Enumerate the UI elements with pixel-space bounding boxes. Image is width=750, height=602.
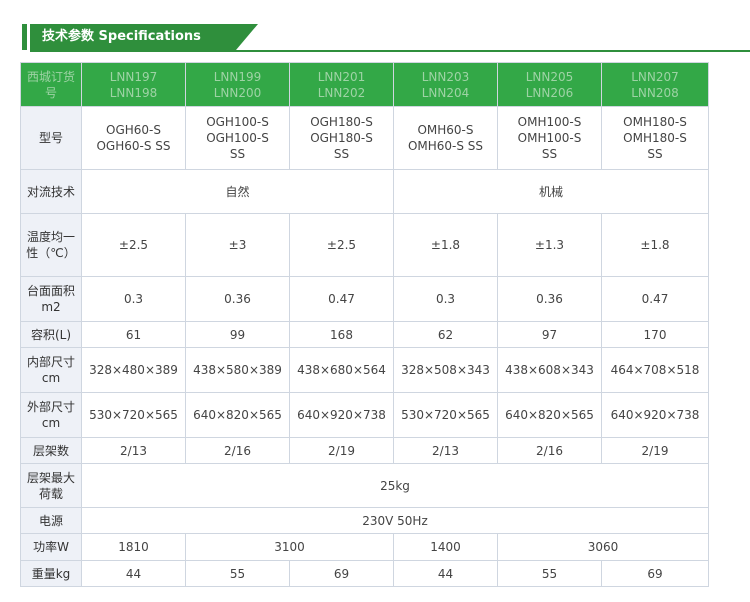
table-row: 电源 230V 50Hz [20, 507, 709, 534]
header-tab-tip [236, 24, 258, 50]
table-cell: ±1.3 [497, 213, 602, 277]
table-cell: 170 [601, 321, 709, 348]
table-row: 层架最大荷载 25kg [20, 463, 709, 508]
table-cell: 328×480×389 [81, 347, 186, 393]
table-cell: 1400 [393, 533, 498, 561]
table-cell: 62 [393, 321, 498, 348]
table-cell: OGH60-S OGH60-S SS [81, 106, 186, 170]
spec-table: 西城订货号 LNN197 LNN198 LNN199 LNN200 LNN201 LN… [20, 62, 709, 587]
table-cell: 69 [601, 560, 709, 587]
table-cell: 44 [81, 560, 186, 587]
table-cell: 2/13 [393, 437, 498, 464]
table-cell: OGH100-S OGH100-S SS [185, 106, 290, 170]
row-label: 外部尺寸cm [20, 392, 82, 438]
row-label: 功率W [20, 533, 82, 561]
table-row: 功率W 1810 3100 1400 3060 [20, 533, 709, 561]
row-label: 电源 [20, 507, 82, 534]
section-title: 技术参数 Specifications [30, 24, 236, 50]
table-cell: 69 [289, 560, 394, 587]
table-cell: OGH180-S OGH180-S SS [289, 106, 394, 170]
table-row: 外部尺寸cm 530×720×565 640×820×565 640×920×7… [20, 392, 709, 438]
table-row: 重量kg 44 55 69 44 55 69 [20, 560, 709, 587]
table-cell: 自然 [81, 169, 394, 214]
model-header: LNN197 LNN198 [81, 62, 186, 107]
table-cell: 1810 [81, 533, 186, 561]
table-row: 型号 OGH60-S OGH60-S SS OGH100-S OGH100-S … [20, 106, 709, 170]
table-row: 内部尺寸cm 328×480×389 438×580×389 438×680×5… [20, 347, 709, 393]
row-label: 对流技术 [20, 169, 82, 214]
table-cell: 2/16 [497, 437, 602, 464]
header-accent-bar [22, 24, 27, 50]
table-cell: 0.3 [393, 276, 498, 322]
table-cell: 640×820×565 [185, 392, 290, 438]
table-cell: 0.36 [185, 276, 290, 322]
table-row: 层架数 2/13 2/16 2/19 2/13 2/16 2/19 [20, 437, 709, 464]
table-cell: 328×508×343 [393, 347, 498, 393]
row-label: 型号 [20, 106, 82, 170]
header-underline [30, 50, 750, 52]
table-cell: 530×720×565 [393, 392, 498, 438]
table-cell: 0.3 [81, 276, 186, 322]
table-cell: 2/19 [289, 437, 394, 464]
table-cell: 0.47 [289, 276, 394, 322]
table-row: 容积(L) 61 99 168 62 97 170 [20, 321, 709, 348]
row-label: 重量kg [20, 560, 82, 587]
table-cell: 438×680×564 [289, 347, 394, 393]
table-cell: ±1.8 [393, 213, 498, 277]
table-cell: 640×920×738 [601, 392, 709, 438]
table-cell: 0.36 [497, 276, 602, 322]
table-cell: ±1.8 [601, 213, 709, 277]
model-header: LNN199 LNN200 [185, 62, 290, 107]
table-cell: 2/16 [185, 437, 290, 464]
table-header-row: 西城订货号 LNN197 LNN198 LNN199 LNN200 LNN201 LN… [20, 62, 709, 107]
table-cell: 25kg [81, 463, 709, 508]
table-cell: OMH180-S OMH180-S SS [601, 106, 709, 170]
table-row: 温度均一性（℃） ±2.5 ±3 ±2.5 ±1.8 ±1.3 ±1.8 [20, 213, 709, 277]
table-cell: 44 [393, 560, 498, 587]
row-label: 台面面积m2 [20, 276, 82, 322]
table-row: 对流技术 自然 机械 [20, 169, 709, 214]
model-header: LNN203 LNN204 [393, 62, 498, 107]
table-cell: 2/13 [81, 437, 186, 464]
table-cell: 438×608×343 [497, 347, 602, 393]
model-header: LNN207 LNN208 [601, 62, 709, 107]
table-cell: 97 [497, 321, 602, 348]
table-cell: 0.47 [601, 276, 709, 322]
table-cell: 464×708×518 [601, 347, 709, 393]
table-cell: 640×920×738 [289, 392, 394, 438]
table-cell: 机械 [393, 169, 709, 214]
corner-header: 西城订货号 [20, 62, 82, 107]
table-cell: 55 [497, 560, 602, 587]
table-cell: 168 [289, 321, 394, 348]
table-cell: 2/19 [601, 437, 709, 464]
table-cell: ±2.5 [289, 213, 394, 277]
row-label: 层架最大荷载 [20, 463, 82, 508]
table-cell: 3060 [497, 533, 709, 561]
table-cell: 55 [185, 560, 290, 587]
table-cell: 640×820×565 [497, 392, 602, 438]
section-header: 技术参数 Specifications [22, 24, 750, 52]
table-row: 台面面积m2 0.3 0.36 0.47 0.3 0.36 0.47 [20, 276, 709, 322]
row-label: 容积(L) [20, 321, 82, 348]
table-cell: 438×580×389 [185, 347, 290, 393]
model-header: LNN205 LNN206 [497, 62, 602, 107]
table-cell: OMH100-S OMH100-S SS [497, 106, 602, 170]
table-cell: 99 [185, 321, 290, 348]
table-cell: 61 [81, 321, 186, 348]
table-cell: 230V 50Hz [81, 507, 709, 534]
table-cell: OMH60-S OMH60-S SS [393, 106, 498, 170]
row-label: 内部尺寸cm [20, 347, 82, 393]
table-cell: ±2.5 [81, 213, 186, 277]
table-cell: 530×720×565 [81, 392, 186, 438]
table-cell: 3100 [185, 533, 394, 561]
row-label: 温度均一性（℃） [20, 213, 82, 277]
row-label: 层架数 [20, 437, 82, 464]
table-cell: ±3 [185, 213, 290, 277]
model-header: LNN201 LNN202 [289, 62, 394, 107]
